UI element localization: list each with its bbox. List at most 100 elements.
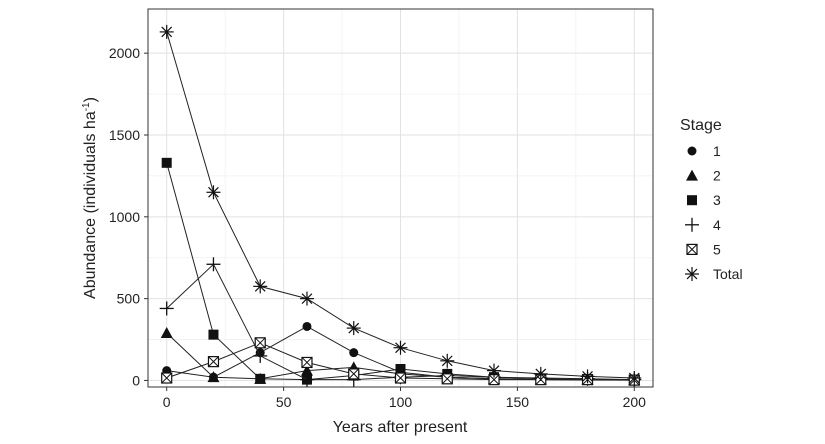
data-point-3 <box>208 329 219 340</box>
legend-key-3 <box>687 195 697 206</box>
boxx-marker-diag-2 <box>208 356 219 367</box>
boxx-marker-diag-2 <box>488 374 500 385</box>
asterisk-marker-stroke <box>161 26 173 38</box>
data-point-total <box>253 279 268 294</box>
x-tick-label: 0 <box>163 394 171 410</box>
boxx-marker-diag-2 <box>348 368 360 380</box>
legend-label: 3 <box>713 192 721 208</box>
data-point-total <box>440 353 455 368</box>
asterisk-marker-stroke <box>208 186 219 198</box>
data-point-3 <box>255 373 266 384</box>
circle-marker-shape <box>687 146 697 156</box>
asterisk-marker-stroke <box>582 370 593 382</box>
legend-item-1: 1 <box>687 143 721 159</box>
boxx-marker-diag-2 <box>301 357 313 368</box>
data-point-3 <box>161 157 172 168</box>
y-axis-title: Abundance (individuals ha-1) <box>81 97 99 299</box>
legend-title: Stage <box>680 117 722 134</box>
legend-label: Total <box>713 266 743 282</box>
data-point-4 <box>253 348 268 363</box>
data-point-5 <box>301 356 313 369</box>
asterisk-marker-stroke <box>254 280 266 292</box>
legend-label: 1 <box>713 143 721 159</box>
x-tick-label: 200 <box>623 394 647 410</box>
asterisk-marker-stroke <box>686 268 698 280</box>
x-axis-title: Years after present <box>333 419 468 436</box>
data-point-5 <box>394 372 407 384</box>
square-marker-shape <box>255 373 266 384</box>
boxx-marker-diag-2 <box>441 373 453 385</box>
data-point-4 <box>159 301 174 316</box>
data-point-4 <box>206 257 221 272</box>
data-point-5 <box>161 372 173 384</box>
data-point-5 <box>254 337 266 349</box>
data-point-5 <box>207 356 220 368</box>
x-tick-label: 150 <box>506 394 530 410</box>
data-point-1 <box>302 321 312 331</box>
triangle-marker-shape <box>160 327 173 338</box>
legend-item-2: 2 <box>686 168 721 184</box>
data-point-total <box>299 291 314 306</box>
y-axis-title-main: Abundance (individuals ha <box>82 111 99 299</box>
x-tick-label: 100 <box>389 394 413 410</box>
circle-marker-shape <box>349 348 359 358</box>
data-point-total <box>159 24 174 39</box>
y-tick-label: 1000 <box>109 209 140 225</box>
triangle-marker-shape <box>686 169 698 181</box>
legend-item-4: 4 <box>685 217 721 233</box>
legend-key-2 <box>686 169 698 181</box>
data-point-2 <box>300 364 313 376</box>
y-axis-title-close: ) <box>82 97 99 102</box>
legend-key-5 <box>686 243 698 255</box>
y-tick-label: 500 <box>117 291 141 307</box>
y-tick-label: 0 <box>132 372 140 388</box>
data-point-total <box>487 363 502 378</box>
y-axis-title-superscript: -1 <box>81 102 92 111</box>
series-total <box>159 24 642 385</box>
legend-item-5: 5 <box>686 241 721 257</box>
data-point-total <box>393 340 408 355</box>
boxx-marker-diag-2 <box>395 372 406 384</box>
legend-key-total <box>685 267 699 281</box>
legend-label: 2 <box>713 168 721 184</box>
asterisk-marker-stroke <box>301 293 313 305</box>
y-tick-label: 1500 <box>109 127 140 143</box>
legend-key-1 <box>687 146 697 156</box>
square-marker-shape <box>395 364 406 374</box>
data-point-total <box>533 366 548 381</box>
square-marker-shape <box>687 195 697 206</box>
legend-label: 4 <box>713 217 721 233</box>
asterisk-marker-stroke <box>535 368 547 380</box>
legend-item-3: 3 <box>687 192 721 208</box>
triangle-marker-shape <box>300 364 313 376</box>
asterisk-marker-stroke <box>488 365 500 377</box>
data-point-5 <box>348 368 360 380</box>
grid <box>148 9 653 387</box>
asterisk-marker-stroke <box>348 322 360 334</box>
square-marker-shape <box>208 329 219 340</box>
legend-key-4 <box>685 217 699 232</box>
asterisk-marker-stroke <box>395 342 406 354</box>
triangle-marker-shape <box>207 371 220 383</box>
data-point-4 <box>299 372 314 387</box>
y-tick-label: 2000 <box>109 45 140 61</box>
legend: Stage 1 2 3 4 5 Total <box>680 117 743 282</box>
boxx-marker-diag-2 <box>686 244 698 255</box>
asterisk-marker-stroke <box>628 372 640 384</box>
data-point-5 <box>441 373 453 385</box>
square-marker-shape <box>161 157 172 168</box>
legend-item-total: Total <box>685 266 743 282</box>
data-point-2 <box>160 327 173 338</box>
data-point-1 <box>349 348 359 358</box>
data-point-total <box>346 321 361 336</box>
x-tick-label: 50 <box>276 394 292 410</box>
asterisk-marker-stroke <box>441 355 453 367</box>
boxx-marker-diag-2 <box>254 337 266 349</box>
legend-label: 5 <box>713 241 721 257</box>
data-point-3 <box>395 364 406 374</box>
data-point-total <box>206 185 221 200</box>
data-point-total <box>627 371 642 385</box>
data-point-2 <box>207 371 220 383</box>
